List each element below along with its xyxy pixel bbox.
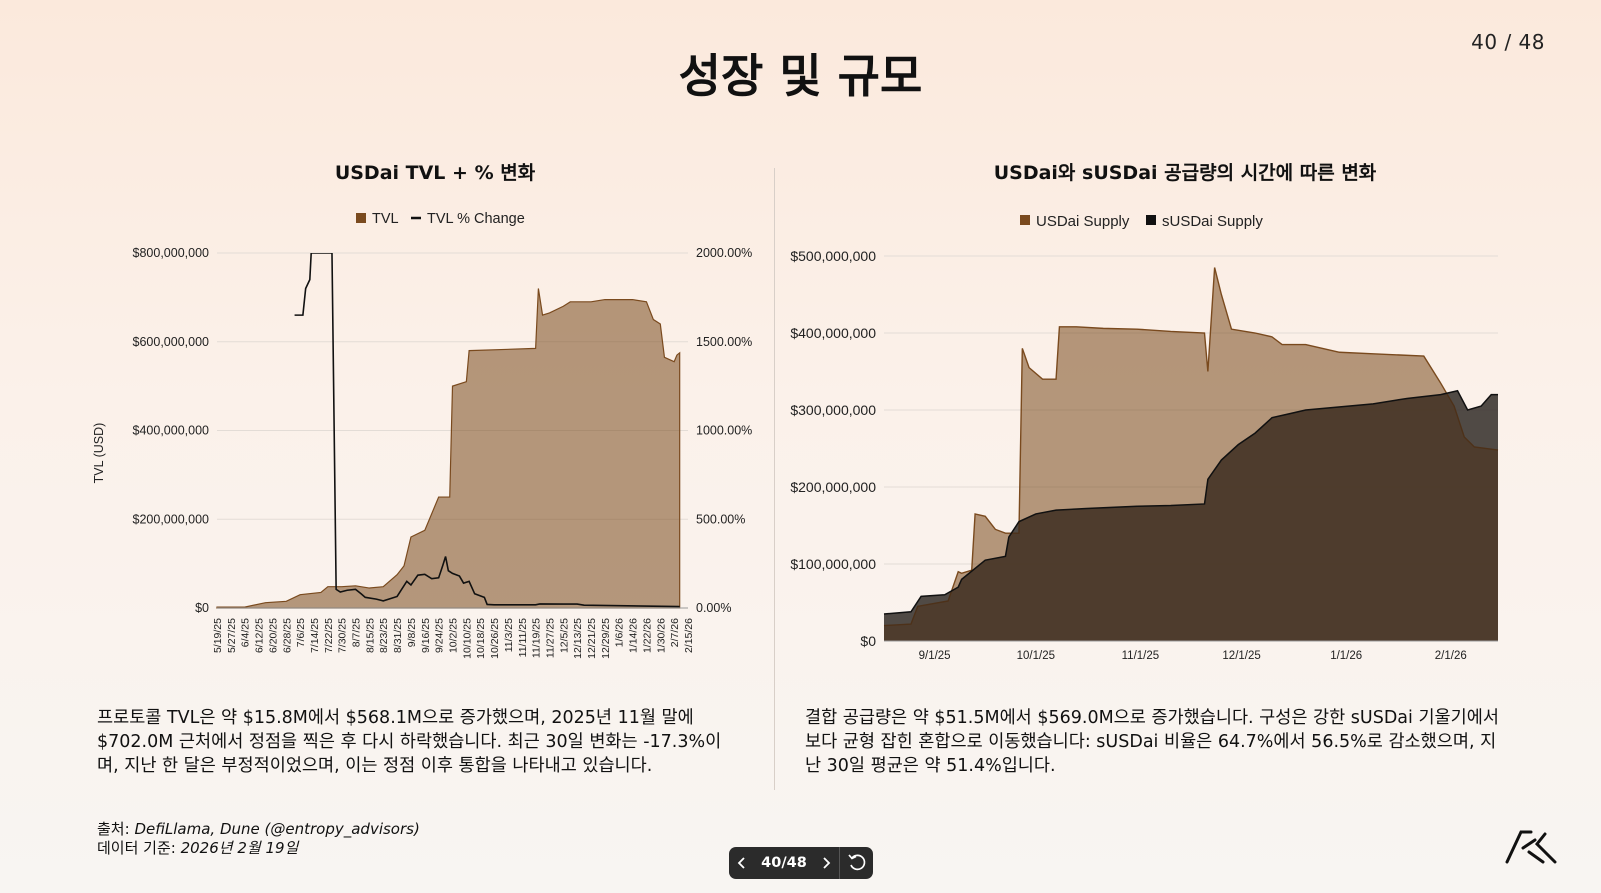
date-prefix: 데이터 기준: [97, 839, 181, 857]
prev-slide-button[interactable] [729, 847, 755, 879]
undo-icon [847, 854, 867, 872]
tvl-pct-legend-label: TVL % Change [427, 211, 525, 227]
tvl-x-tick-label: 7/30/25 [337, 618, 349, 653]
tvl-x-tick-label: 11/3/25 [503, 618, 515, 652]
tvl-y-tick-label: $600,000,000 [133, 335, 210, 349]
tvl-x-tick-label: 10/26/25 [489, 618, 501, 659]
tvl-x-tick-label: 1/22/26 [641, 618, 653, 653]
supply-y-tick-label: $0 [860, 633, 876, 649]
tvl-x-tick-label: 7/14/25 [309, 618, 321, 653]
tvl-y2-tick-label: 2000.00% [696, 246, 752, 260]
tvl-y2-tick-label: 500.00% [696, 512, 745, 526]
tvl-x-tick-label: 1/6/26 [614, 618, 626, 647]
tvl-x-tick-label: 6/12/25 [254, 618, 266, 653]
reset-slide-button[interactable] [840, 847, 873, 879]
tvl-x-tick-label: 10/18/25 [475, 618, 487, 659]
supply-summary-text: 결합 공급량은 약 $51.5M에서 $569.0M으로 증가했습니다. 구성은… [805, 706, 1505, 778]
tvl-legend-label: TVL [372, 211, 399, 227]
tvl-x-tick-label: 12/29/25 [600, 618, 612, 659]
tvl-x-tick-label: 11/11/25 [517, 618, 529, 657]
supply-y-tick-label: $500,000,000 [790, 248, 876, 264]
slide-navigator: 40/48 [729, 847, 873, 879]
brand-logo [1505, 828, 1559, 864]
tvl-x-tick-label: 7/6/25 [295, 618, 307, 647]
tvl-x-tick-label: 9/24/25 [434, 618, 446, 653]
tvl-y-tick-label: $200,000,000 [133, 512, 210, 526]
susdai-legend-label: sUSDai Supply [1162, 213, 1263, 230]
tvl-x-tick-label: 6/4/25 [240, 618, 252, 647]
tvl-x-tick-label: 2/15/26 [683, 618, 695, 653]
tvl-y2-tick-label: 1500.00% [696, 335, 752, 349]
tvl-x-tick-label: 8/15/25 [364, 618, 376, 653]
date-line: 데이터 기준: 2026년 2월 19일 [97, 839, 420, 858]
tvl-y2-tick-label: 0.00% [696, 601, 731, 615]
tvl-x-tick-label: 10/2/25 [448, 618, 460, 653]
tvl-x-tick-label: 9/16/25 [420, 618, 432, 653]
date-value: 2026년 2월 19일 [181, 839, 299, 857]
supply-y-tick-label: $200,000,000 [790, 479, 876, 495]
tvl-area [217, 289, 680, 609]
susdai-legend-swatch [1146, 215, 1156, 225]
tvl-y-tick-label: $800,000,000 [133, 246, 210, 260]
tvl-x-tick-label: 1/14/26 [628, 618, 640, 653]
supply-x-tick-label: 10/1/25 [1017, 650, 1055, 662]
source-note: 출처: DefiLlama, Dune (@entropy_advisors) … [97, 820, 420, 858]
tvl-x-tick-label: 5/27/25 [226, 618, 238, 653]
supply-y-tick-label: $100,000,000 [790, 556, 876, 572]
tvl-x-tick-label: 12/5/25 [558, 618, 570, 653]
tvl-x-tick-label: 8/23/25 [378, 618, 390, 653]
tvl-x-tick-label: 6/20/25 [267, 618, 279, 653]
tvl-x-tick-label: 8/31/25 [392, 618, 404, 653]
tvl-legend-swatch [356, 213, 366, 223]
chevron-left-icon [736, 856, 748, 870]
source-prefix: 출처: [97, 820, 134, 838]
tvl-y-axis-label: TVL (USD) [92, 423, 106, 484]
next-slide-button[interactable] [813, 847, 839, 879]
tvl-x-tick-label: 11/19/25 [531, 618, 543, 658]
tvl-x-tick-label: 2/7/26 [669, 618, 681, 647]
slide-number: 40/48 [755, 847, 813, 879]
tvl-x-tick-label: 7/22/25 [323, 618, 335, 653]
tvl-x-tick-label: 12/13/25 [572, 618, 584, 659]
tvl-x-tick-label: 10/10/25 [461, 618, 473, 659]
supply-x-tick-label: 11/1/25 [1122, 650, 1160, 662]
tvl-x-tick-label: 11/27/25 [544, 618, 556, 658]
source-line: 출처: DefiLlama, Dune (@entropy_advisors) [97, 820, 420, 839]
tvl-y2-tick-label: 1000.00% [696, 424, 752, 438]
tvl-x-tick-label: 12/21/25 [586, 618, 598, 659]
supply-x-tick-label: 1/1/26 [1330, 650, 1362, 662]
tvl-x-tick-label: 1/30/26 [655, 618, 667, 653]
usdai-legend-swatch [1020, 215, 1030, 225]
supply-y-tick-label: $300,000,000 [790, 402, 876, 418]
supply-x-tick-label: 2/1/26 [1435, 650, 1467, 662]
tvl-summary-text: 프로토콜 TVL은 약 $15.8M에서 $568.1M으로 증가했으며, 20… [97, 706, 737, 778]
usdai-legend-label: USDai Supply [1036, 213, 1130, 230]
tvl-x-tick-label: 5/19/25 [212, 618, 224, 653]
tvl-y-tick-label: $400,000,000 [133, 424, 210, 438]
supply-x-tick-label: 12/1/25 [1222, 650, 1260, 662]
chevron-right-icon [820, 856, 832, 870]
supply-y-tick-label: $400,000,000 [790, 325, 876, 341]
tvl-x-tick-label: 6/28/25 [281, 618, 293, 653]
tvl-y-tick-label: $0 [195, 601, 209, 615]
tvl-x-tick-label: 9/8/25 [406, 618, 418, 647]
tvl-x-tick-label: 8/7/25 [351, 618, 363, 647]
supply-x-tick-label: 9/1/25 [919, 650, 951, 662]
source-value: DefiLlama, Dune (@entropy_advisors) [134, 820, 419, 838]
